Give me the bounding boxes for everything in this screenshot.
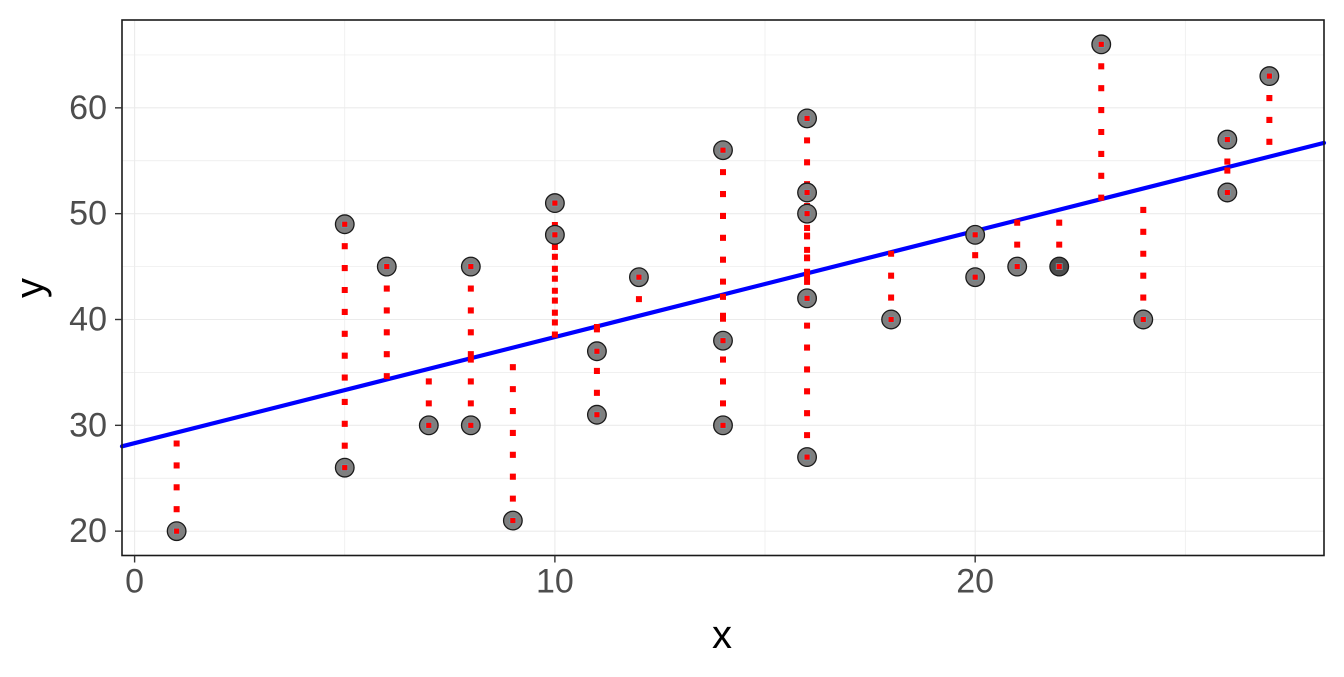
svg-text:30: 30 — [69, 406, 107, 444]
svg-text:20: 20 — [956, 563, 994, 601]
svg-text:10: 10 — [536, 563, 574, 601]
svg-text:40: 40 — [69, 301, 107, 339]
svg-text:20: 20 — [69, 512, 107, 550]
svg-text:50: 50 — [69, 195, 107, 233]
svg-text:0: 0 — [125, 563, 144, 601]
svg-text:60: 60 — [69, 89, 107, 127]
